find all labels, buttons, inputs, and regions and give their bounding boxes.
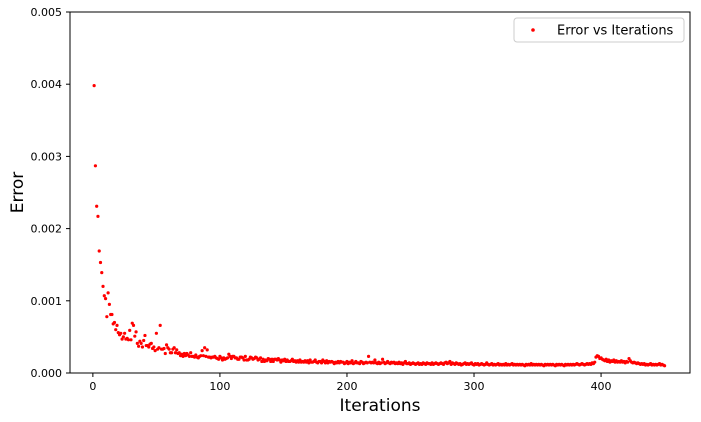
data-point [110,312,114,317]
data-point [172,346,176,350]
data-point [204,354,208,358]
data-point [100,271,104,275]
data-point [106,291,110,295]
data-point [105,315,109,319]
data-point [103,297,108,301]
data-point [199,354,203,358]
data-point [365,361,369,365]
data-point [133,334,137,338]
x-tick-label: 100 [209,380,230,393]
data-point [164,343,169,347]
data-point [102,294,106,298]
data-point [366,354,371,358]
data-point [149,341,153,345]
x-tick-label: 400 [591,380,612,393]
legend-marker [531,28,535,32]
data-point [181,354,185,358]
data-point [203,346,207,350]
data-point [115,323,119,327]
data-point [201,354,205,358]
data-point [98,260,103,265]
data-point [217,357,221,361]
data-point [350,359,354,363]
y-axis-ticks: 0.000 0.001 0.002 0.003 0.004 0.005 [31,6,70,380]
data-point [307,361,311,365]
data-point [225,356,230,360]
data-point [95,204,99,208]
data-point [97,249,101,253]
y-tick-label: 0.001 [31,295,63,308]
data-point [158,323,162,327]
data-point [152,345,156,349]
legend-label: Error vs Iterations [557,24,674,39]
data-point [319,361,324,365]
data-point [626,360,630,364]
data-point [187,354,192,358]
data-point [134,330,138,334]
x-tick-label: 200 [336,380,357,393]
data-point [177,351,181,355]
data-point [92,84,96,88]
y-tick-label: 0.000 [31,367,63,380]
data-point [242,358,246,362]
data-point [101,284,105,288]
data-point [153,349,157,353]
data-point [142,338,146,343]
data-point [162,346,166,351]
data-point [126,338,131,342]
data-point [139,341,143,345]
data-point [593,360,597,364]
data-point [170,351,174,355]
data-point [167,347,171,351]
data-point [154,331,158,335]
data-point [258,356,263,360]
data-point [205,348,209,352]
data-point [373,358,377,362]
data-point [114,328,118,332]
data-point [189,351,193,355]
scatter-points [92,84,667,368]
data-point [163,351,167,356]
x-axis-label: Iterations [340,396,421,416]
x-tick-label: 300 [464,380,485,393]
data-point [96,214,100,218]
data-point [135,341,139,345]
y-tick-label: 0.005 [31,6,63,19]
x-axis-ticks: 0 100 200 300 400 [89,373,612,393]
y-tick-label: 0.002 [31,223,63,236]
x-tick-label: 0 [89,380,96,393]
legend-box [513,17,685,43]
data-point [380,357,385,361]
data-point [119,331,123,335]
data-point [175,348,179,352]
y-tick-label: 0.003 [31,150,63,163]
data-point [243,354,247,358]
legend: Error vs Iterations [513,17,685,43]
data-point [379,361,383,365]
data-point [131,323,136,327]
data-point [140,345,145,349]
data-point [372,361,376,365]
data-point [143,333,147,338]
data-point [448,359,452,364]
data-point [662,364,667,368]
data-point [121,335,125,339]
data-point [129,338,133,342]
data-point [157,346,161,350]
data-point [107,302,111,307]
data-point [112,320,117,325]
plot-area-frame [69,11,691,374]
data-point [173,351,178,355]
data-point [137,344,141,348]
data-point [147,345,151,349]
data-point [200,349,204,353]
y-axis-label: Error [8,172,28,213]
data-point [128,328,132,332]
y-tick-label: 0.004 [31,78,63,91]
data-point [93,164,98,168]
data-point [123,331,127,335]
